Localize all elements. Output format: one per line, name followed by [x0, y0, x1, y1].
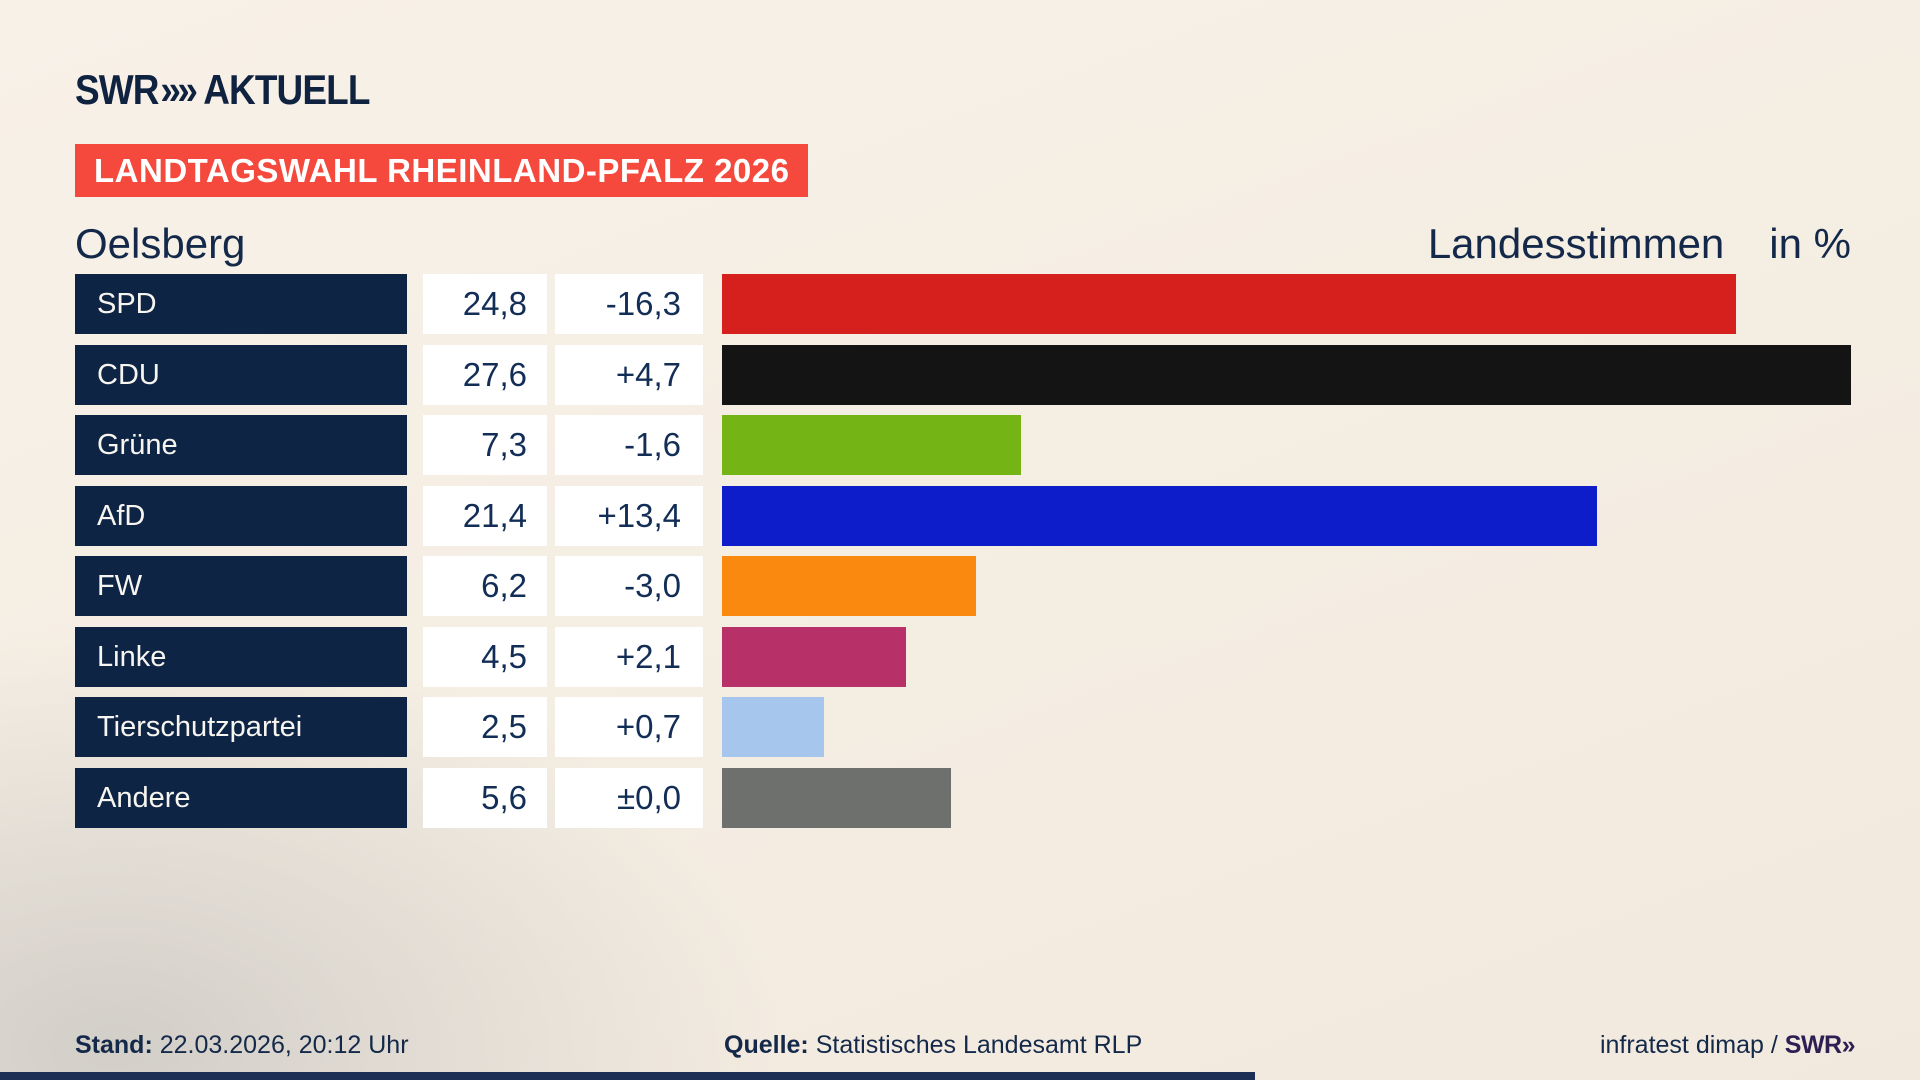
- table-row: Tierschutzpartei 2,5 +0,7: [75, 697, 1851, 757]
- change-cell: -1,6: [555, 415, 703, 475]
- bar-track: [722, 344, 1851, 405]
- results-table: SPD 24,8 -16,3 CDU 27,6 +4,7 Grüne 7,3 -…: [75, 274, 1851, 828]
- measure-label: Landesstimmen: [1427, 220, 1725, 267]
- bar-track: [722, 697, 1851, 757]
- party-label-cell: SPD: [75, 274, 407, 334]
- source-label: Quelle:: [724, 1031, 809, 1059]
- aktuell-wordmark: AKTUELL: [203, 66, 370, 113]
- table-row: Grüne 7,3 -1,6: [75, 415, 1851, 475]
- measure-block: Landesstimmen in %: [1428, 220, 1851, 268]
- value-cell: 7,3: [423, 415, 547, 475]
- value-cell: 4,5: [423, 626, 547, 687]
- municipality-title: Oelsberg: [75, 220, 246, 267]
- result-bar: [722, 697, 825, 757]
- value-cell: 27,6: [423, 344, 547, 405]
- table-row: FW 6,2 -3,0: [75, 556, 1851, 616]
- change-cell: +0,7: [555, 697, 703, 757]
- title-row: Oelsberg Landesstimmen in %: [75, 220, 1851, 268]
- change-cell: +4,7: [555, 344, 703, 405]
- credit-text: infratest dimap /: [1599, 1031, 1785, 1059]
- result-bar: [722, 415, 1021, 475]
- result-bar: [722, 626, 907, 687]
- table-row: AfD 21,4 +13,4: [75, 485, 1851, 546]
- change-cell: -16,3: [555, 274, 703, 334]
- value-cell: 6,2: [423, 556, 547, 616]
- party-label-cell: FW: [75, 556, 407, 616]
- value-cell: 21,4: [423, 485, 547, 546]
- source-value: Statistisches Landesamt RLP: [808, 1031, 1143, 1059]
- bar-track: [722, 274, 1851, 334]
- bar-track: [722, 767, 1851, 828]
- value-cell: 5,6: [423, 767, 547, 828]
- credit: infratest dimap / SWR»: [1599, 1031, 1856, 1060]
- bar-track: [722, 556, 1851, 616]
- bar-track: [722, 485, 1851, 546]
- swr-wordmark: SWR: [75, 66, 159, 113]
- table-row: Linke 4,5 +2,1: [75, 626, 1851, 687]
- result-bar: [722, 767, 952, 828]
- table-row: SPD 24,8 -16,3: [75, 274, 1851, 334]
- result-bar: [722, 556, 976, 616]
- unit-label: in %: [1769, 220, 1851, 267]
- election-banner: LANDTAGSWAHL RHEINLAND-PFALZ 2026: [75, 144, 809, 197]
- result-bar: [722, 485, 1598, 546]
- table-row: CDU 27,6 +4,7: [75, 344, 1851, 405]
- swr-chevrons-icon: »»: [160, 66, 198, 113]
- party-label-cell: Tierschutzpartei: [75, 697, 407, 757]
- result-bar: [722, 344, 1851, 405]
- party-label-cell: CDU: [75, 344, 407, 405]
- value-cell: 2,5: [423, 697, 547, 757]
- party-label-cell: AfD: [75, 485, 407, 546]
- change-cell: -3,0: [555, 556, 703, 616]
- change-cell: +2,1: [555, 626, 703, 687]
- stand-value: 22.03.2026, 20:12 Uhr: [152, 1031, 409, 1059]
- result-bar: [722, 274, 1737, 334]
- swr-aktuell-logo: SWR»» AKTUELL: [75, 66, 370, 114]
- stand-timestamp: Stand: 22.03.2026, 20:12 Uhr: [75, 1031, 409, 1060]
- stand-label: Stand:: [75, 1031, 153, 1059]
- change-cell: ±0,0: [555, 767, 703, 828]
- bar-track: [722, 415, 1851, 475]
- bar-track: [722, 626, 1851, 687]
- credit-swr-logo: SWR»: [1784, 1031, 1856, 1059]
- source: Quelle: Statistisches Landesamt RLP: [724, 1031, 1142, 1060]
- change-cell: +13,4: [555, 485, 703, 546]
- party-label-cell: Grüne: [75, 415, 407, 475]
- party-label-cell: Andere: [75, 767, 407, 828]
- party-label-cell: Linke: [75, 626, 407, 687]
- table-row: Andere 5,6 ±0,0: [75, 767, 1851, 828]
- value-cell: 24,8: [423, 274, 547, 334]
- bottom-bar: [0, 1072, 1255, 1080]
